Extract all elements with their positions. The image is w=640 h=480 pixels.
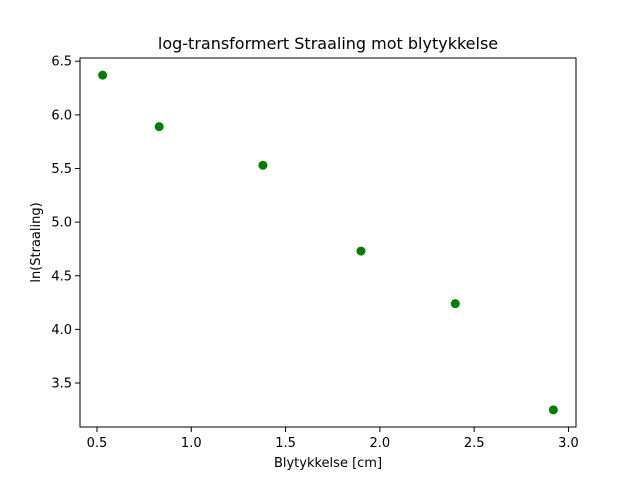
- y-axis-label: ln(Straaling): [29, 202, 44, 282]
- y-axis-ticks: 3.5 4.0 4.5 5.0 5.5 6.0 6.5: [51, 55, 80, 392]
- data-point: [450, 299, 460, 309]
- data-point: [548, 405, 558, 415]
- y-tick-label: 4.0: [51, 323, 72, 338]
- data-point: [154, 122, 164, 132]
- x-axis-label: Blytykkelse [cm]: [274, 456, 382, 471]
- y-tick-label: 5.0: [51, 216, 72, 231]
- x-tick-label: 2.5: [464, 436, 485, 451]
- data-point: [258, 160, 268, 170]
- chart-title: log-transformert Straaling mot blytykkel…: [158, 34, 498, 53]
- data-point: [98, 70, 108, 80]
- data-points: [98, 70, 558, 415]
- x-tick-label: 3.0: [558, 436, 579, 451]
- x-tick-label: 2.0: [370, 436, 391, 451]
- y-tick-label: 6.0: [51, 108, 72, 123]
- data-point: [356, 246, 366, 256]
- y-tick-label: 5.5: [51, 162, 72, 177]
- x-tick-label: 1.0: [181, 436, 202, 451]
- x-axis-ticks: 0.5 1.0 1.5 2.0 2.5 3.0: [87, 427, 579, 451]
- axes-frame: [79, 57, 577, 428]
- x-tick-label: 0.5: [87, 436, 108, 451]
- y-tick-label: 3.5: [51, 377, 72, 392]
- y-tick-label: 4.5: [51, 269, 72, 284]
- x-tick-label: 1.5: [275, 436, 296, 451]
- y-tick-label: 6.5: [51, 55, 72, 70]
